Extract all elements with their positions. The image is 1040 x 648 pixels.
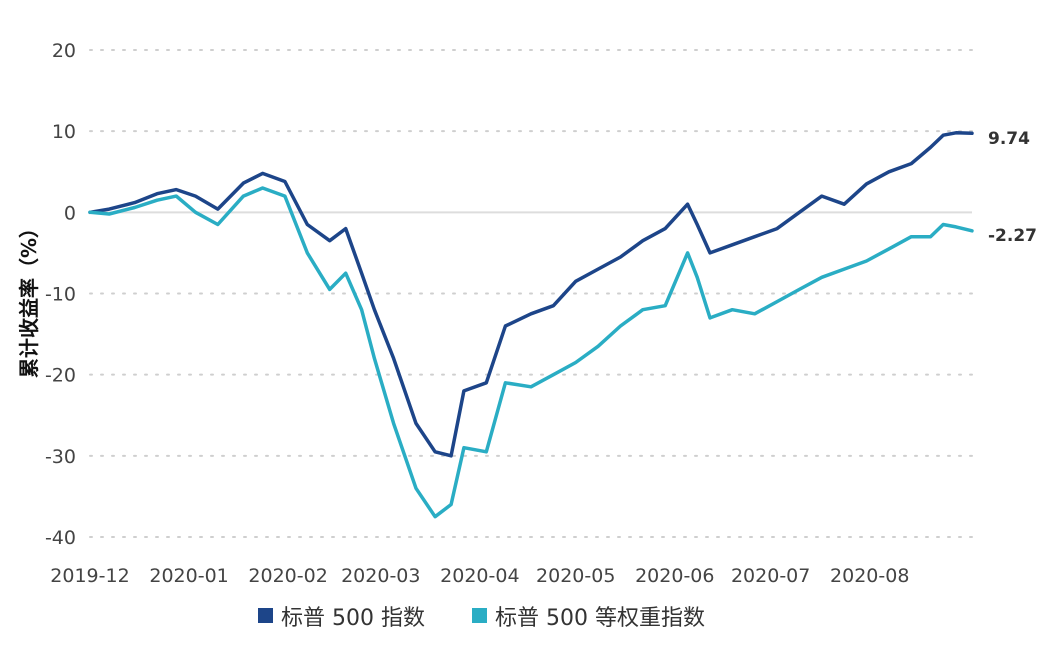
y-tick-label: -30 [45, 446, 76, 468]
legend-label: 标普 500 指数 [281, 606, 425, 631]
y-tick-label: 0 [64, 202, 76, 224]
end-value-label: -2.27 [988, 226, 1037, 246]
y-tick-label: -40 [45, 527, 76, 549]
x-tick-label: 2020-01 [149, 565, 228, 587]
y-tick-label: -20 [45, 365, 76, 387]
x-tick-label: 2020-06 [635, 565, 714, 587]
series-line-1 [88, 131, 974, 458]
legend-swatch [472, 608, 487, 623]
x-tick-label: 2020-02 [248, 565, 327, 587]
series [88, 131, 974, 519]
legend: 标普 500 指数 标普 500 等权重指数 [258, 606, 705, 631]
x-axis-ticks: 2019-12 2020-01 2020-02 2020-03 2020-04 2020-… [50, 565, 909, 587]
x-tick-label: 2020-07 [731, 565, 810, 587]
end-value-label: 9.74 [988, 129, 1030, 149]
grid [89, 49, 973, 538]
x-tick-label: 2020-03 [341, 565, 420, 587]
y-tick-label: -10 [45, 284, 76, 306]
y-tick-label: 20 [52, 40, 76, 62]
y-axis-ticks: 20 10 0 -10 -20 -30 -40 [45, 40, 76, 549]
legend-label: 标普 500 等权重指数 [495, 606, 705, 631]
x-tick-label: 2020-08 [830, 565, 909, 587]
y-axis-label: 累计收益率（%） [17, 218, 41, 378]
x-tick-label: 2019-12 [50, 565, 129, 587]
x-tick-label: 2020-04 [440, 565, 519, 587]
legend-swatch [258, 608, 273, 623]
x-tick-label: 2020-05 [536, 565, 615, 587]
end-labels: 9.74 -2.27 [988, 129, 1037, 246]
y-tick-label: 10 [52, 121, 76, 143]
series-line-2 [88, 186, 974, 519]
